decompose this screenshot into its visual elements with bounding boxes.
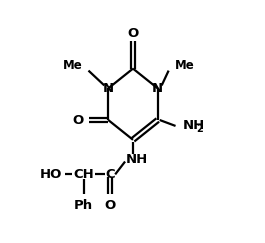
Text: CH: CH xyxy=(73,168,94,181)
Text: O: O xyxy=(127,26,139,40)
Text: C: C xyxy=(105,168,115,181)
Text: Ph: Ph xyxy=(74,199,93,212)
Text: Me: Me xyxy=(63,59,82,72)
Text: HO: HO xyxy=(40,168,62,181)
Text: NH: NH xyxy=(126,153,148,166)
Text: N: N xyxy=(103,82,114,95)
Text: O: O xyxy=(105,199,116,212)
Text: 2: 2 xyxy=(196,124,203,134)
Text: O: O xyxy=(72,113,83,127)
Text: NH: NH xyxy=(183,120,205,132)
Text: N: N xyxy=(152,82,163,95)
Text: Me: Me xyxy=(175,59,194,72)
